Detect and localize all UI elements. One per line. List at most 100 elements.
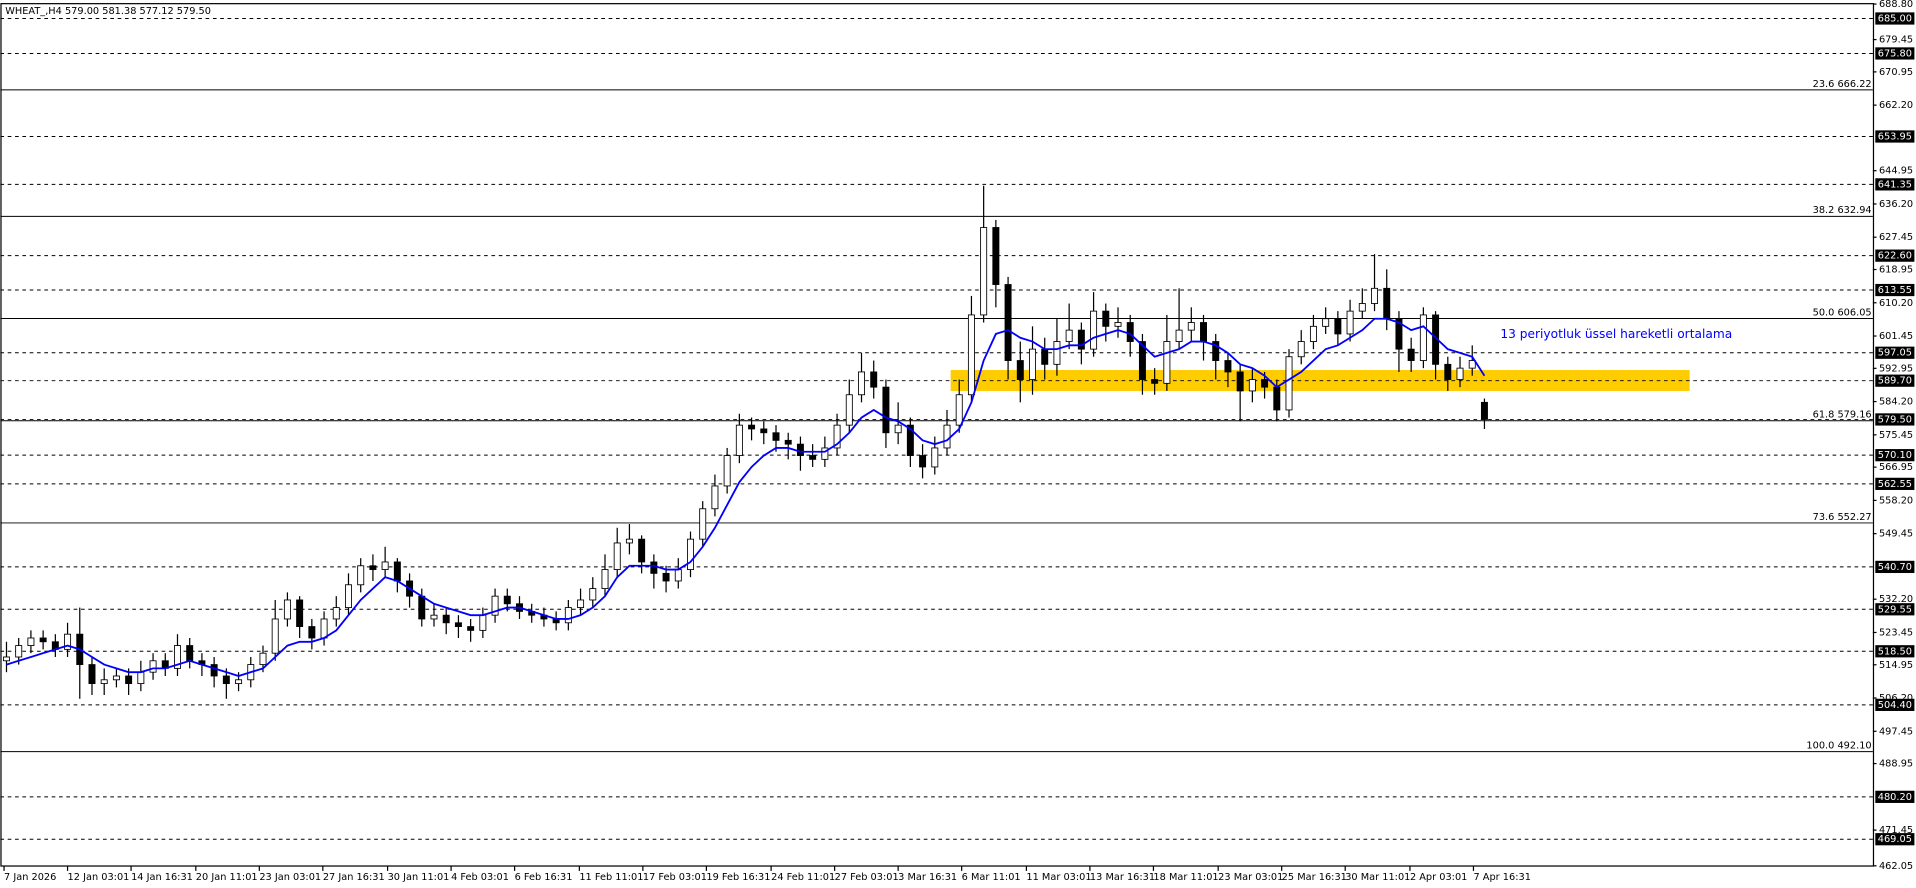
candle-body	[1065, 329, 1073, 342]
candle-body	[650, 561, 658, 574]
level-label: 529.55	[1878, 604, 1912, 615]
candle-body	[894, 424, 902, 434]
candle-body	[955, 394, 963, 426]
candle-body	[723, 455, 731, 487]
candle-body	[772, 432, 780, 441]
candle-body	[845, 394, 853, 426]
x-tick-label: 23 Jan 03:01	[259, 872, 321, 883]
candle-body	[1407, 348, 1415, 361]
candle-body	[64, 633, 72, 650]
y-tick-label: 471.45	[1879, 825, 1913, 836]
y-tick-label: 688.80	[1879, 0, 1913, 10]
candle-body	[442, 614, 450, 624]
level-label-box	[1875, 477, 1915, 490]
candle-body	[1114, 322, 1122, 327]
x-tick-label: 17 Feb 03:01	[643, 872, 707, 883]
candle-body	[39, 637, 47, 643]
candle-body	[980, 227, 988, 316]
candle-body	[1419, 314, 1427, 361]
candle-body	[784, 439, 792, 445]
candle-body	[369, 565, 377, 570]
candle-body	[809, 455, 817, 460]
level-label: 685.00	[1878, 13, 1912, 24]
y-tick-label: 670.95	[1879, 67, 1913, 78]
candle-body	[1126, 322, 1134, 342]
candle-body	[174, 645, 181, 669]
candle-body	[332, 607, 340, 620]
level-label-box	[1875, 283, 1915, 297]
level-label-box	[1875, 346, 1915, 359]
candle-body	[1090, 310, 1098, 350]
candle-body	[393, 561, 401, 582]
candle-body	[125, 675, 133, 685]
candle-body	[833, 424, 841, 449]
y-tick-label: 644.95	[1879, 166, 1913, 177]
candle-body	[601, 569, 609, 589]
candle-body	[467, 626, 475, 631]
level-label-box	[1875, 833, 1915, 846]
candle-body	[88, 664, 96, 685]
x-tick-label: 12 Jan 03:01	[68, 872, 130, 883]
level-label: 641.35	[1878, 179, 1912, 190]
candle-body	[589, 588, 597, 601]
candle-body	[15, 645, 23, 658]
candle-body	[271, 618, 279, 654]
x-tick-label: 4 Feb 03:01	[451, 872, 509, 883]
fib-label: 50.0 606.05	[1813, 307, 1872, 318]
candle-body	[919, 455, 927, 468]
candle-body	[760, 428, 768, 434]
fib-label: 100.0 492.10	[1806, 741, 1871, 752]
x-tick-label: 6 Mar 11:01	[962, 872, 1021, 883]
candle-body	[186, 645, 194, 662]
candle-body	[1309, 325, 1317, 342]
candle-body	[503, 595, 511, 605]
candle-body	[222, 675, 230, 685]
x-tick-label: 27 Feb 03:01	[835, 872, 899, 883]
candle-body	[357, 565, 365, 586]
x-tick-label: 27 Jan 16:31	[323, 872, 385, 883]
candle-body	[1468, 360, 1476, 369]
candle-body	[137, 671, 145, 685]
level-label-box	[1875, 698, 1915, 711]
level-label: 562.55	[1878, 479, 1912, 490]
y-tick-label: 488.95	[1879, 759, 1913, 770]
candle-body	[430, 614, 438, 620]
candle-body	[748, 424, 756, 430]
level-label: 675.80	[1878, 48, 1912, 59]
candle-body	[870, 371, 878, 388]
fib-label: 61.8 579.16	[1813, 410, 1872, 421]
candle-body	[235, 679, 243, 685]
y-tick-label: 514.95	[1879, 660, 1913, 671]
chart-title: WHEAT_,H4 579.00 581.38 577.12 579.50	[5, 6, 211, 17]
level-label-box	[1875, 249, 1915, 262]
x-tick-label: 11 Feb 11:01	[579, 872, 643, 883]
candle-body	[1273, 386, 1281, 411]
level-label: 589.70	[1878, 376, 1912, 387]
candle-body	[796, 443, 804, 456]
x-tick-label: 2 Apr 03:01	[1410, 872, 1467, 883]
y-tick-label: 523.45	[1879, 627, 1913, 638]
x-tick-label: 25 Mar 16:31	[1282, 872, 1347, 883]
candle-body	[674, 569, 682, 582]
candle-body	[992, 227, 1000, 285]
candle-body	[149, 660, 157, 673]
level-label-box	[1875, 413, 1915, 426]
y-tick-label: 627.45	[1879, 232, 1913, 243]
candle-body	[1248, 379, 1256, 392]
candle-body	[418, 595, 426, 620]
candle-body	[735, 424, 743, 456]
candle-body	[3, 656, 10, 662]
candle-body	[858, 371, 865, 396]
candle-body	[699, 508, 707, 540]
candle-body	[1175, 329, 1183, 342]
candle-body	[1371, 287, 1378, 304]
x-tick-label: 6 Feb 16:31	[515, 872, 573, 883]
x-tick-label: 30 Mar 11:01	[1345, 872, 1410, 883]
level-label-box	[1875, 47, 1915, 60]
y-tick-label: 532.20	[1879, 594, 1913, 605]
candle-body	[1322, 318, 1330, 327]
candle-body	[943, 424, 951, 449]
candle-body	[1138, 341, 1146, 380]
